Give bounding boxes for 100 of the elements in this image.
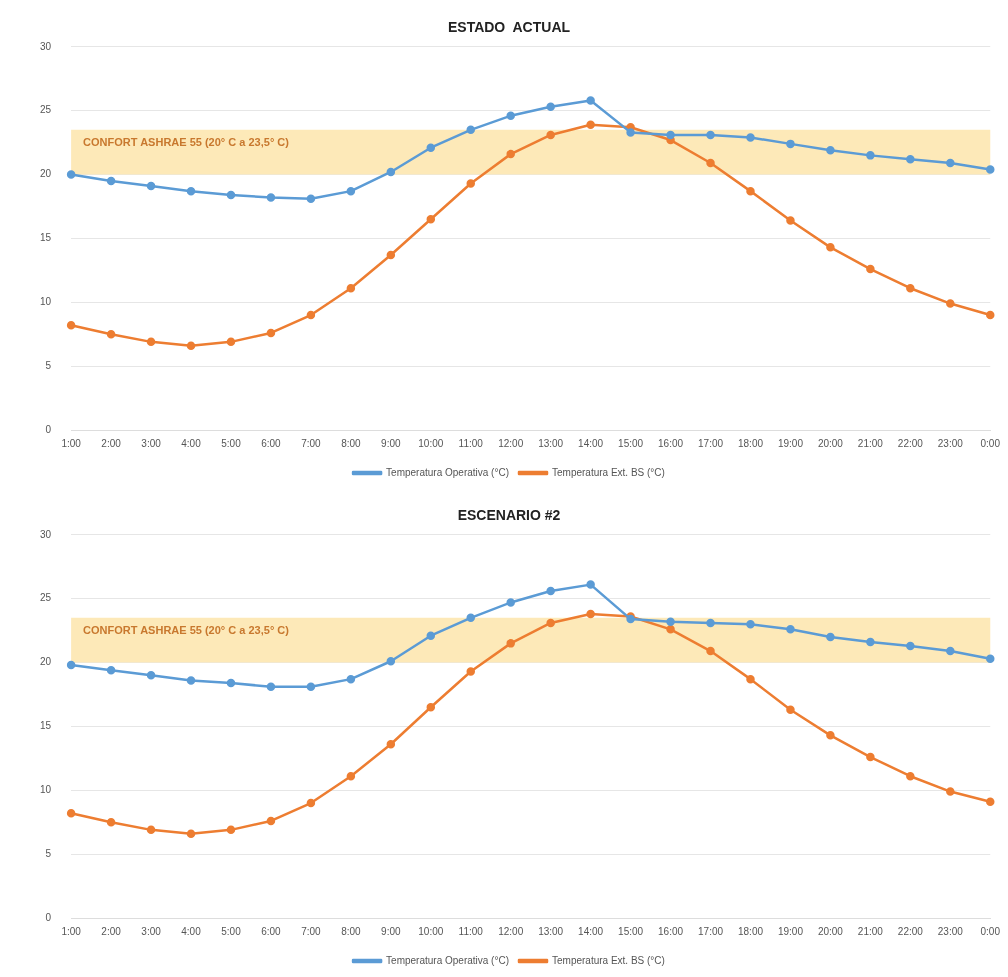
point: [586, 96, 595, 105]
point: [906, 641, 915, 651]
point: [146, 671, 156, 680]
point: [306, 682, 316, 692]
x-tick-label: 19:00: [777, 925, 804, 937]
point: [866, 752, 875, 762]
point: [506, 111, 515, 121]
y-tick-label: 20: [40, 656, 52, 668]
y-tick-label: 25: [40, 592, 52, 604]
band-label: CONFORT ASHRAE 55 (20° C a 23,5° C): [83, 136, 290, 149]
y-tick-label: 5: [45, 847, 52, 859]
x-tick-label: 5:00: [221, 437, 242, 449]
point: [66, 170, 76, 179]
x-tick-label: 21:00: [857, 437, 884, 449]
point: [706, 158, 715, 168]
point: [386, 167, 396, 177]
x-tick-label: 5:00: [221, 925, 242, 937]
x-tick-label: 16:00: [658, 925, 684, 937]
point: [706, 618, 715, 628]
x-tick-label: 8:00: [341, 437, 362, 449]
point: [226, 190, 236, 200]
point: [146, 181, 156, 191]
x-tick-label: 1:00: [61, 925, 82, 937]
x-tick-label: 11:00: [458, 437, 484, 449]
x-tick-label: 14:00: [578, 437, 604, 449]
y-tick-label: 30: [40, 40, 52, 52]
x-tick-label: 22:00: [897, 437, 924, 449]
point: [506, 639, 515, 648]
point: [746, 133, 755, 142]
point: [426, 631, 436, 640]
point: [466, 613, 475, 623]
point: [146, 825, 156, 835]
point: [666, 130, 675, 140]
point: [866, 151, 875, 160]
point: [106, 176, 116, 186]
x-tick-label: 17:00: [698, 437, 724, 449]
x-tick-label: 22:00: [897, 925, 924, 937]
point: [866, 637, 875, 647]
point: [346, 283, 356, 293]
chart-title: ESCENARIO #2: [457, 507, 561, 524]
point: [226, 678, 236, 688]
x-tick-label: 3:00: [141, 437, 162, 449]
x-tick-label: 3:00: [141, 925, 162, 937]
x-tick-label: 2:00: [101, 925, 122, 937]
y-tick-label: 25: [40, 104, 52, 116]
point: [786, 625, 795, 634]
y-tick-label: 10: [40, 784, 52, 796]
point: [546, 618, 555, 628]
point: [906, 771, 915, 781]
point: [426, 143, 436, 152]
x-tick-label: 20:00: [817, 925, 844, 937]
point: [186, 676, 196, 685]
point: [626, 128, 635, 137]
point: [266, 682, 276, 692]
x-tick-label: 16:00: [658, 437, 684, 449]
point: [786, 139, 795, 149]
point: [906, 154, 915, 164]
y-tick-label: 0: [45, 911, 52, 923]
point: [106, 817, 116, 827]
x-tick-label: 0:00: [980, 925, 1001, 937]
point: [346, 771, 356, 781]
legend-label: Temperatura Operativa (°C): [386, 466, 510, 478]
point: [706, 130, 715, 140]
point: [546, 102, 555, 112]
point: [586, 580, 595, 589]
y-tick-label: 15: [40, 232, 52, 244]
y-tick-label: 5: [45, 359, 52, 371]
point: [506, 598, 515, 607]
point: [506, 149, 515, 159]
point: [386, 250, 396, 260]
x-tick-label: 1:00: [61, 437, 82, 449]
x-tick-label: 9:00: [381, 437, 401, 449]
x-tick-label: 10:00: [418, 437, 444, 449]
legend-label: Temperatura Ext. BS (°C): [552, 466, 665, 478]
point: [866, 264, 875, 274]
point: [946, 299, 955, 308]
point: [826, 243, 835, 252]
point: [386, 740, 396, 749]
point: [266, 816, 276, 826]
point: [226, 337, 236, 347]
point: [466, 179, 475, 188]
x-tick-label: 14:00: [578, 925, 604, 937]
chart-title: ESTADO ACTUAL: [447, 19, 571, 36]
point: [546, 586, 555, 596]
x-tick-label: 23:00: [937, 925, 964, 937]
point: [306, 194, 316, 204]
point: [826, 731, 835, 740]
point: [386, 657, 396, 666]
point: [906, 283, 915, 293]
point: [466, 125, 475, 135]
x-tick-label: 7:00: [301, 925, 322, 937]
x-tick-label: 13:00: [538, 925, 564, 937]
point: [666, 617, 675, 626]
x-tick-label: 9:00: [381, 925, 401, 937]
point: [706, 646, 715, 656]
x-tick-label: 17:00: [698, 925, 724, 937]
point: [426, 214, 436, 224]
point: [346, 186, 356, 196]
point: [986, 165, 995, 174]
x-tick-label: 6:00: [261, 437, 282, 449]
